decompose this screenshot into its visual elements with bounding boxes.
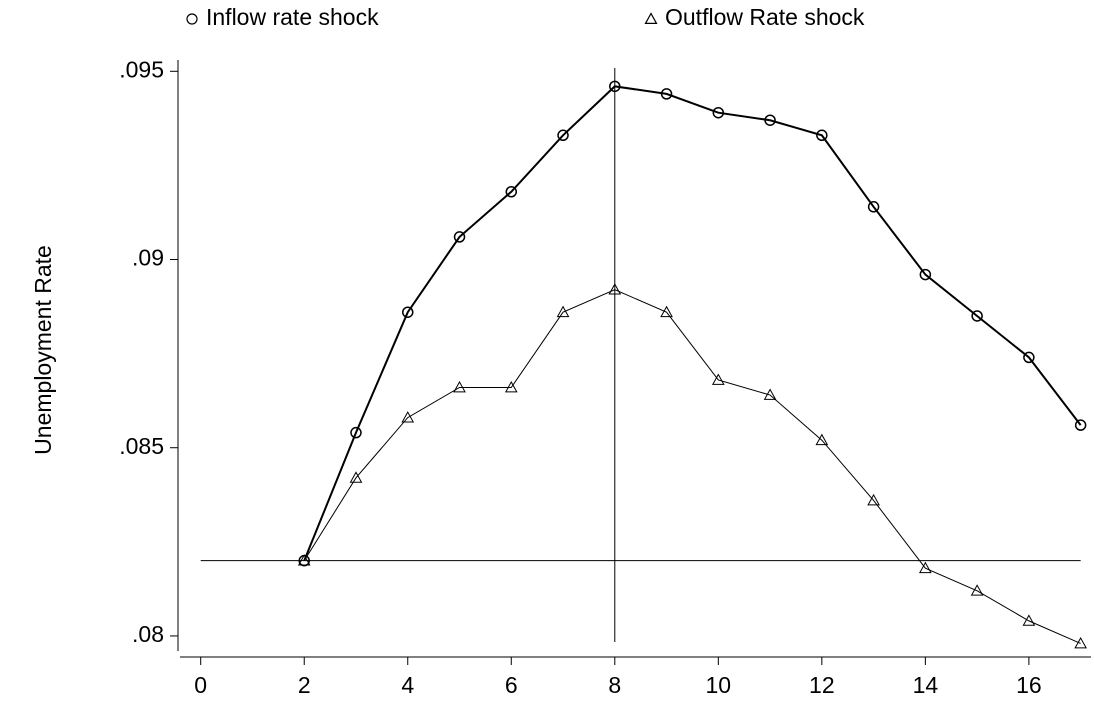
y-tick-label: .095 — [119, 56, 164, 82]
data-point — [711, 373, 725, 385]
data-point — [402, 306, 414, 318]
y-axis-label: Unemployment Rate — [30, 245, 56, 455]
x-tick-label: 4 — [401, 672, 414, 698]
legend-label: Inflow rate shock — [206, 4, 379, 30]
data-point — [867, 201, 880, 213]
x-tick-label: 2 — [298, 672, 311, 698]
data-point — [712, 106, 725, 119]
data-point — [350, 426, 362, 439]
data-point — [1023, 351, 1035, 364]
data-point — [919, 561, 932, 574]
data-point — [660, 88, 673, 100]
data-point — [453, 380, 466, 393]
data-point — [815, 433, 829, 446]
data-point — [297, 554, 311, 566]
legend-marker — [644, 12, 658, 24]
y-tick-label: .085 — [119, 433, 164, 459]
x-tick-label: 10 — [706, 672, 732, 698]
x-tick-label: 8 — [608, 672, 621, 698]
x-tick-label: 6 — [505, 672, 518, 698]
series-line — [303, 289, 1081, 644]
x-tick-label: 12 — [809, 672, 835, 698]
data-point — [505, 186, 518, 198]
x-tick-label: 0 — [194, 672, 207, 698]
legend-label: Outflow Rate shock — [665, 4, 865, 30]
data-point — [504, 380, 518, 393]
data-point — [919, 268, 932, 281]
legend-marker — [186, 13, 198, 25]
series-line — [303, 85, 1082, 562]
data-point — [1022, 614, 1036, 626]
x-tick-label: 14 — [913, 672, 939, 698]
data-point — [971, 310, 983, 322]
data-point — [764, 114, 776, 126]
y-tick-label: .09 — [132, 245, 164, 271]
data-point — [970, 584, 984, 596]
data-point — [556, 305, 570, 318]
data-point — [660, 305, 673, 318]
data-point — [609, 80, 621, 93]
x-tick-label: 16 — [1016, 672, 1042, 698]
data-point — [349, 471, 363, 483]
data-point — [763, 388, 777, 400]
data-point — [401, 411, 415, 423]
data-point — [1074, 419, 1087, 431]
data-point — [816, 129, 828, 142]
data-point — [557, 129, 569, 142]
data-point — [1074, 636, 1087, 649]
data-point — [867, 493, 880, 506]
data-point — [453, 231, 466, 243]
data-point — [608, 283, 622, 295]
y-tick-label: .08 — [132, 621, 164, 647]
